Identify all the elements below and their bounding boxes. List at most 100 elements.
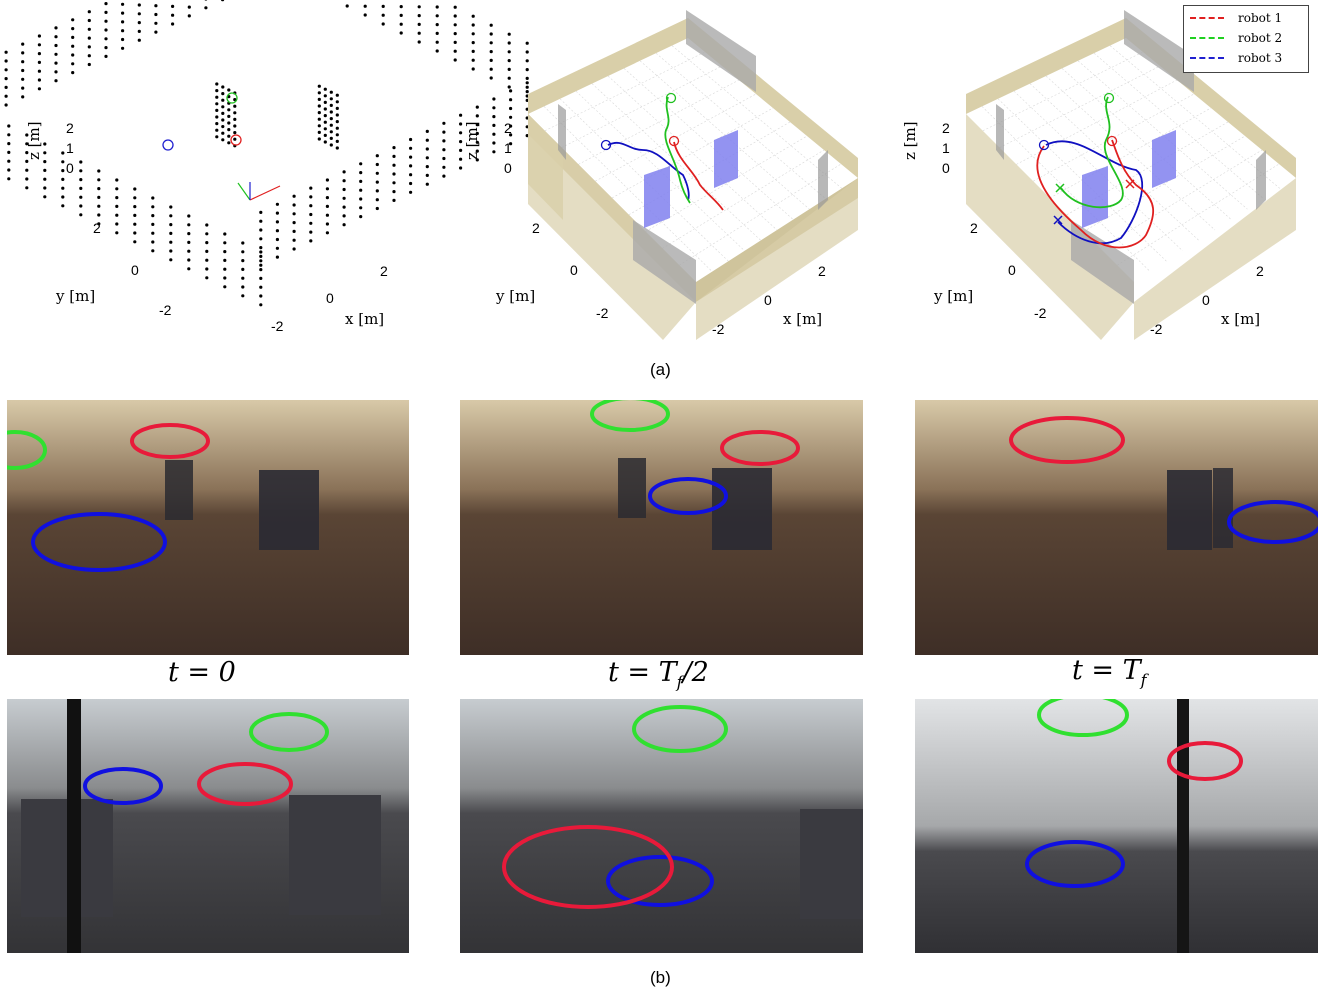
x-axis-label: x [m] <box>345 310 385 328</box>
cloud-point <box>154 12 158 17</box>
grid-line <box>1049 107 1212 199</box>
cloud-point <box>169 249 173 253</box>
cloud-point <box>133 196 137 200</box>
robot-2-trajectory <box>1060 96 1124 209</box>
cloud-point <box>475 123 479 127</box>
cloud-point <box>323 133 327 137</box>
cloud-point <box>317 104 321 108</box>
cloud-point <box>329 143 333 147</box>
cloud-point <box>309 239 313 243</box>
cloud-point <box>169 231 173 235</box>
plot-3-trajectories-full: z [m] 2 1 0 2 0 -2 y [m] -2 0 2 x [m] <box>876 0 1316 350</box>
cloud-point <box>137 38 141 42</box>
cloud-point <box>25 177 29 181</box>
y-axis-label: y [m] <box>496 287 536 305</box>
cloud-point <box>329 90 333 94</box>
cloud-point <box>375 154 379 158</box>
x-tick: 0 <box>764 292 772 308</box>
cloud-point <box>453 49 457 53</box>
cloud-point <box>275 237 279 242</box>
cloud-point <box>317 130 321 134</box>
z-tick: 1 <box>942 140 950 156</box>
cloud-point <box>221 92 225 96</box>
cloud-point <box>133 187 137 191</box>
cloud-point <box>489 23 493 27</box>
plot-2-trajectories-half: z [m] 2 1 0 2 0 -2 y [m] -2 0 2 x [m] <box>438 0 878 350</box>
cloud-point <box>359 197 363 201</box>
cloud-point <box>215 122 219 126</box>
cloud-point <box>492 132 496 136</box>
cloud-point <box>342 187 346 192</box>
cloud-point <box>115 178 119 182</box>
cloud-point <box>71 35 75 40</box>
cloud-point <box>227 141 231 145</box>
cloud-point <box>453 31 457 36</box>
cloud-point <box>43 160 47 164</box>
cloud-point <box>215 95 219 99</box>
cloud-point <box>375 189 379 193</box>
cloud-point <box>187 5 191 9</box>
cloud-point <box>329 97 333 101</box>
cloud-point <box>435 23 439 27</box>
cloud-point <box>151 231 155 235</box>
cloud-point <box>442 121 446 125</box>
photo-bottom-3 <box>915 699 1318 953</box>
robot-1-marker <box>230 134 242 146</box>
cloud-point <box>309 221 313 225</box>
cloud-point <box>317 97 321 101</box>
cloud-point <box>381 13 385 17</box>
cloud-point <box>335 139 339 143</box>
cloud-point <box>335 133 339 137</box>
cloud-point <box>525 81 529 85</box>
cloud-point <box>61 151 65 155</box>
grid-line <box>1109 45 1280 189</box>
cloud-point <box>169 214 173 218</box>
grid-line <box>623 68 794 220</box>
cloud-point <box>492 123 496 127</box>
cloud-point <box>425 147 429 151</box>
cloud-point <box>335 146 339 150</box>
z-tick: 2 <box>942 120 950 136</box>
cloud-point <box>104 37 108 41</box>
cloud-point <box>259 228 263 232</box>
cloud-point <box>442 139 446 143</box>
grid-line <box>1083 135 1246 232</box>
cloud-point <box>409 155 413 159</box>
cloud-point <box>392 146 396 150</box>
cloud-point <box>329 117 333 121</box>
cloud-point <box>215 82 219 86</box>
cloud-point <box>241 276 245 280</box>
time-label-0: t = 0 <box>168 657 236 688</box>
cloud-point <box>223 285 227 289</box>
cloud-point <box>525 85 529 89</box>
cloud-point <box>71 53 75 57</box>
cloud-point <box>227 88 231 92</box>
cloud-point <box>71 27 75 31</box>
cloud-point <box>115 222 119 226</box>
cloud-point <box>435 40 439 44</box>
cloud-point <box>137 29 141 33</box>
z-axis-label: z [m] <box>463 121 481 160</box>
time-label-half: t = Tf/2 <box>608 657 709 692</box>
grid-line <box>544 51 706 132</box>
y-axis-label: y [m] <box>56 287 96 305</box>
cloud-point <box>233 104 237 108</box>
cloud-point <box>133 240 137 244</box>
cloud-point <box>259 303 263 307</box>
cloud-point <box>221 0 225 2</box>
end-markers <box>1053 179 1135 225</box>
grid-line <box>981 106 1151 272</box>
cloud-point <box>475 131 479 136</box>
cloud-point <box>223 276 227 280</box>
grid-line <box>1093 52 1264 200</box>
cloud-point <box>97 187 101 191</box>
cloud-point <box>442 130 446 134</box>
cloud-point <box>215 89 219 93</box>
cloud-point <box>392 154 396 158</box>
cloud-point <box>459 140 463 144</box>
robot-3-start <box>1038 139 1050 151</box>
plot-1-point-cloud: z [m] 2 1 0 2 0 -2 y [m] -2 0 2 x [m] <box>0 0 529 350</box>
cloud-point <box>525 68 529 72</box>
cloud-point <box>409 137 413 142</box>
cloud-point <box>292 203 296 207</box>
